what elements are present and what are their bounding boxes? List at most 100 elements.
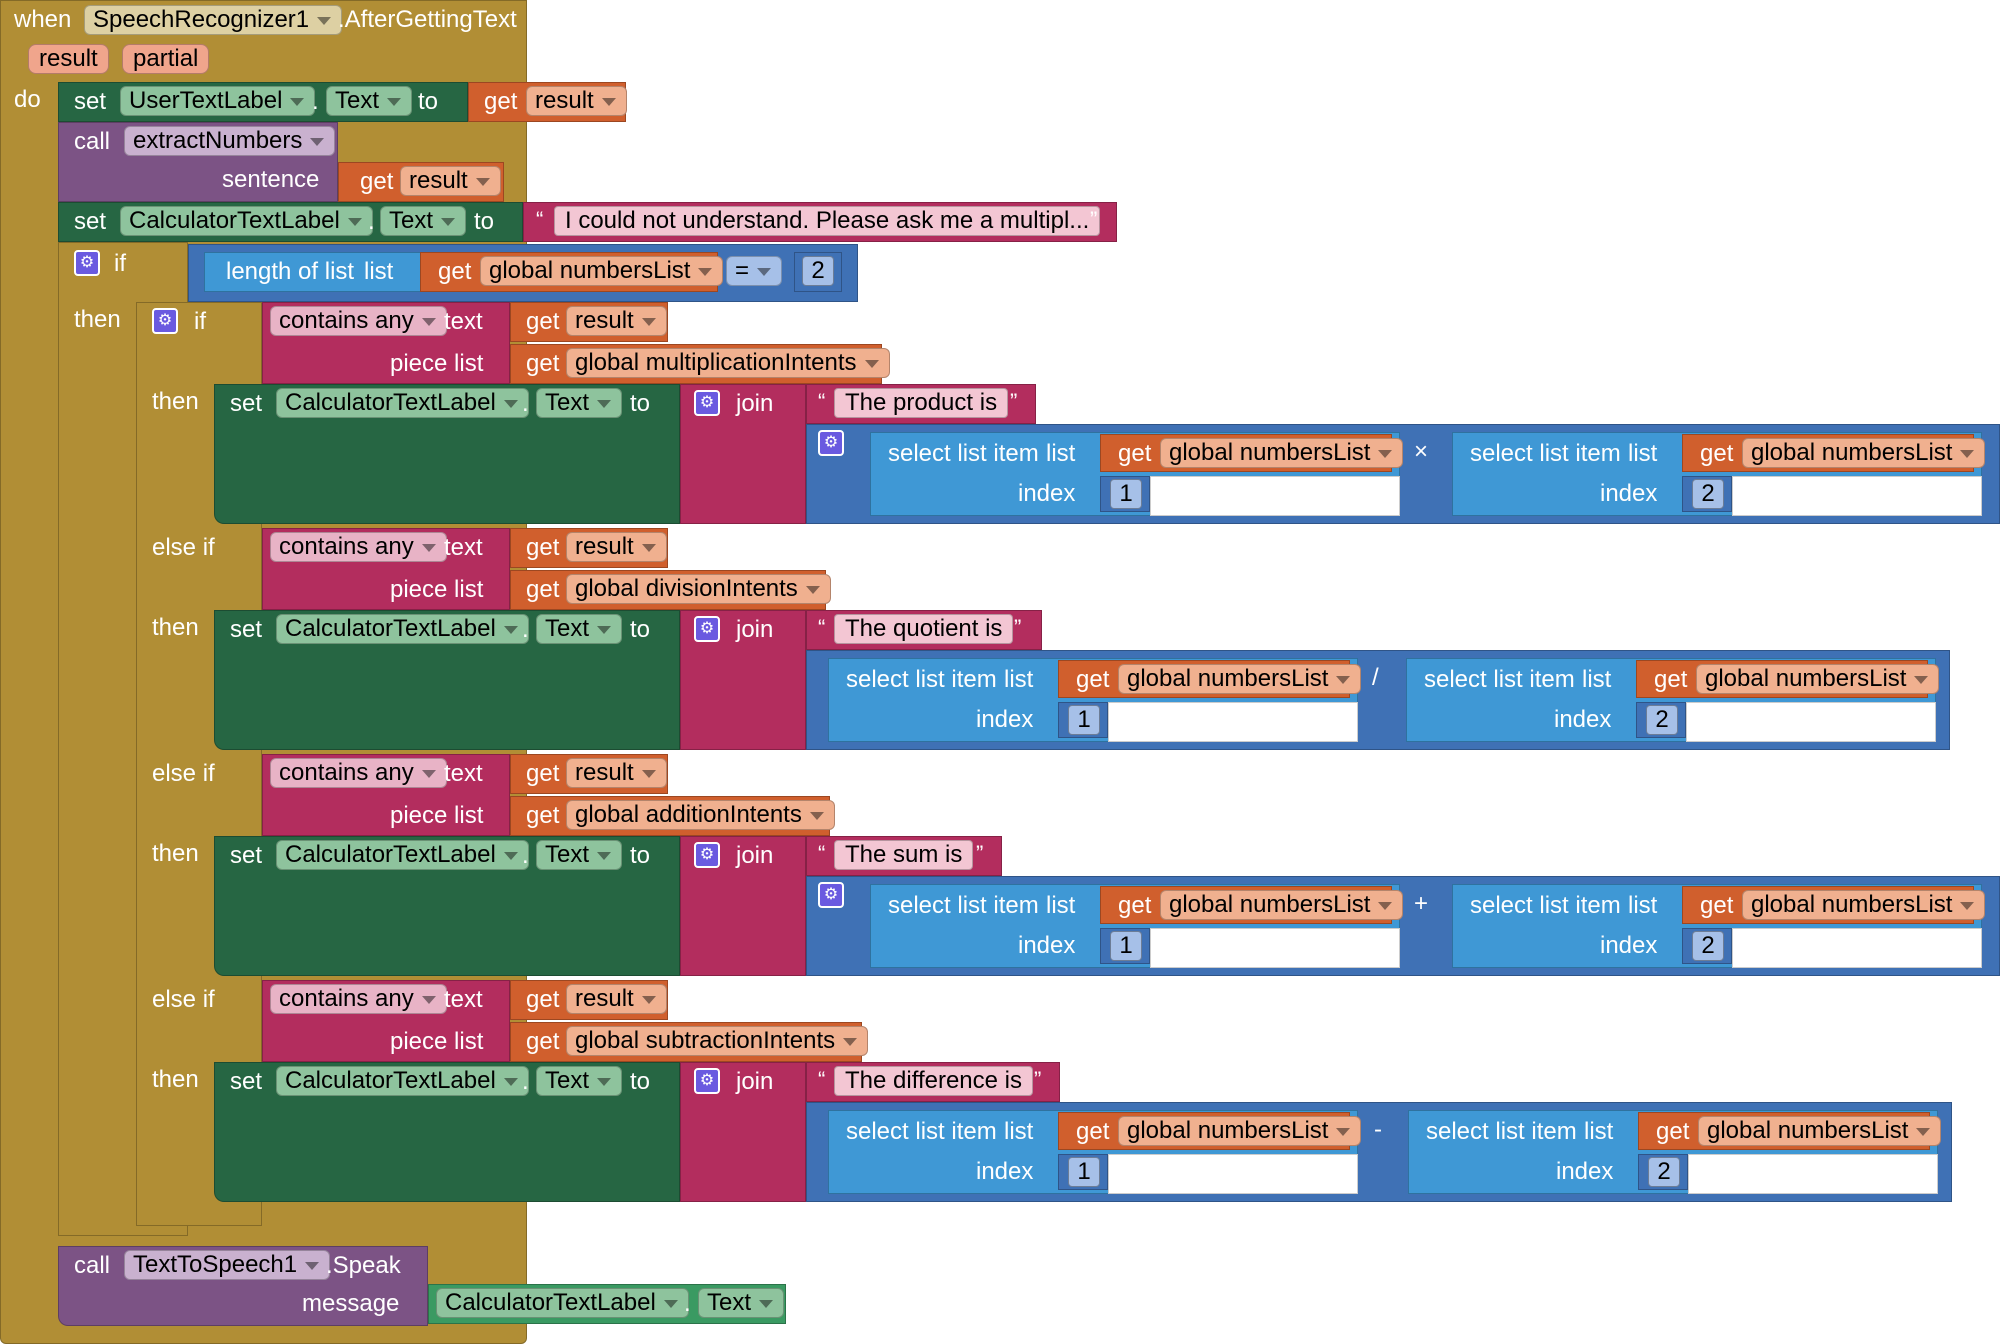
mutator-gear-icon[interactable]: ⚙ <box>152 308 178 334</box>
numbers-var-dropdown[interactable]: global numbersList <box>1160 438 1404 468</box>
calc-label-dropdown[interactable]: CalculatorTextLabel <box>276 1066 529 1096</box>
index-label: index <box>1600 932 1658 959</box>
select-list-item-label: select list item <box>1470 892 1621 919</box>
subtraction-intents-dropdown[interactable]: global subtractionIntents <box>566 1026 869 1056</box>
mutator-gear-icon[interactable]: ⚙ <box>818 430 844 456</box>
then-label: then <box>74 306 121 333</box>
number-value[interactable]: 2 <box>802 256 834 286</box>
calc-label-dropdown[interactable]: CalculatorTextLabel <box>276 614 529 644</box>
list-label: list <box>1004 1118 1034 1145</box>
calc-label-dropdown[interactable]: CalculatorTextLabel <box>436 1288 689 1318</box>
mutator-gear-icon[interactable]: ⚙ <box>74 250 100 276</box>
calc-label-dropdown[interactable]: CalculatorTextLabel <box>276 388 529 418</box>
empty-slot <box>1150 476 1400 516</box>
text-prop-dropdown[interactable]: Text <box>380 206 467 236</box>
then-label: then <box>152 388 199 415</box>
index-value[interactable]: 2 <box>1648 1157 1680 1187</box>
contains-any-dropdown[interactable]: contains any <box>270 758 447 788</box>
param-partial[interactable]: partial <box>122 44 210 74</box>
not-understand-string[interactable]: I could not understand. Please ask me a … <box>554 206 1101 236</box>
call-label: call <box>74 1252 111 1279</box>
multiplication-intents-dropdown[interactable]: global multiplicationIntents <box>566 348 890 378</box>
index-value[interactable]: 2 <box>1692 931 1724 961</box>
index-value[interactable]: 1 <box>1110 931 1142 961</box>
mutator-gear-icon[interactable]: ⚙ <box>694 390 720 416</box>
to-label: to <box>474 208 495 235</box>
mutator-gear-icon[interactable]: ⚙ <box>694 842 720 868</box>
result-var-dropdown[interactable]: result <box>566 758 667 788</box>
index-value[interactable]: 2 <box>1646 705 1678 735</box>
close-quote: ” <box>976 841 984 866</box>
numbers-var-dropdown[interactable]: global numbersList <box>1696 664 1940 694</box>
mutator-gear-icon[interactable]: ⚙ <box>694 1068 720 1094</box>
else-if-label: else if <box>152 760 215 787</box>
numbers-var-dropdown[interactable]: global numbersList <box>1118 664 1362 694</box>
numbers-var-dropdown[interactable]: global numbersList <box>1698 1116 1942 1146</box>
dot-label: . <box>522 616 529 643</box>
contains-any-dropdown[interactable]: contains any <box>270 532 447 562</box>
text-prop-dropdown[interactable]: Text <box>326 86 413 116</box>
text-label: text <box>444 534 483 561</box>
text-label: text <box>444 986 483 1013</box>
join-label: join <box>736 842 774 869</box>
result-var-dropdown[interactable]: result <box>400 166 501 196</box>
text-prop-dropdown[interactable]: Text <box>536 388 623 418</box>
get-label: get <box>526 308 560 335</box>
calc-label-dropdown[interactable]: CalculatorTextLabel <box>276 840 529 870</box>
text-prop-dropdown[interactable]: Text <box>536 614 623 644</box>
param-result[interactable]: result <box>28 44 109 74</box>
contains-any-dropdown[interactable]: contains any <box>270 306 447 336</box>
contains-any-dropdown[interactable]: contains any <box>270 984 447 1014</box>
numbers-var-dropdown[interactable]: global numbersList <box>1742 438 1986 468</box>
text-prop-dropdown[interactable]: Text <box>536 840 623 870</box>
numbers-var-dropdown[interactable]: global numbersList <box>480 256 724 286</box>
product-string[interactable]: The product is <box>834 388 1009 418</box>
procedure-dropdown[interactable]: extractNumbers <box>124 126 336 156</box>
select-list-item-label: select list item <box>1426 1118 1577 1145</box>
index-value[interactable]: 1 <box>1068 705 1100 735</box>
join-block[interactable] <box>680 610 806 750</box>
close-quote: ” <box>1014 615 1022 640</box>
mutator-gear-icon[interactable]: ⚙ <box>818 882 844 908</box>
join-block[interactable] <box>680 836 806 976</box>
index-label: index <box>1600 480 1658 507</box>
join-label: join <box>736 616 774 643</box>
result-var-dropdown[interactable]: result <box>526 86 627 116</box>
calc-label-dropdown[interactable]: CalculatorTextLabel <box>120 206 373 236</box>
get-label: get <box>1118 892 1152 919</box>
numbers-var-dropdown[interactable]: global numbersList <box>1742 890 1986 920</box>
text-prop-dropdown[interactable]: Text <box>698 1288 785 1318</box>
empty-slot <box>1732 476 1982 516</box>
piece-list-label: piece list <box>390 1028 484 1055</box>
component-dropdown[interactable]: SpeechRecognizer1 <box>84 5 343 35</box>
difference-string[interactable]: The difference is <box>834 1066 1033 1096</box>
text-prop-dropdown[interactable]: Text <box>536 1066 623 1096</box>
result-var-dropdown[interactable]: result <box>566 532 667 562</box>
piece-list-label: piece list <box>390 350 484 377</box>
quotient-string[interactable]: The quotient is <box>834 614 1014 644</box>
dot-label: . <box>522 1068 529 1095</box>
numbers-var-dropdown[interactable]: global numbersList <box>1160 890 1404 920</box>
index-value[interactable]: 1 <box>1110 479 1142 509</box>
dot-label: . <box>368 208 375 235</box>
result-var-dropdown[interactable]: result <box>566 306 667 336</box>
result-var-dropdown[interactable]: result <box>566 984 667 1014</box>
list-label: list <box>1582 666 1612 693</box>
compare-op-dropdown[interactable]: = <box>726 256 783 286</box>
index-value[interactable]: 1 <box>1068 1157 1100 1187</box>
addition-intents-dropdown[interactable]: global additionIntents <box>566 800 835 830</box>
division-intents-dropdown[interactable]: global divisionIntents <box>566 574 831 604</box>
dot-label: . <box>522 390 529 417</box>
mutator-gear-icon[interactable]: ⚙ <box>694 616 720 642</box>
sum-string[interactable]: The sum is <box>834 840 974 870</box>
user-label-dropdown[interactable]: UserTextLabel <box>120 86 316 116</box>
tts-dropdown[interactable]: TextToSpeech1 <box>124 1250 331 1280</box>
get-label: get <box>1654 666 1688 693</box>
get-label: get <box>526 576 560 603</box>
index-value[interactable]: 2 <box>1692 479 1724 509</box>
get-label: get <box>1076 1118 1110 1145</box>
text-label: text <box>444 308 483 335</box>
to-label: to <box>630 1068 651 1095</box>
numbers-var-dropdown[interactable]: global numbersList <box>1118 1116 1362 1146</box>
dot-label: . <box>522 842 529 869</box>
